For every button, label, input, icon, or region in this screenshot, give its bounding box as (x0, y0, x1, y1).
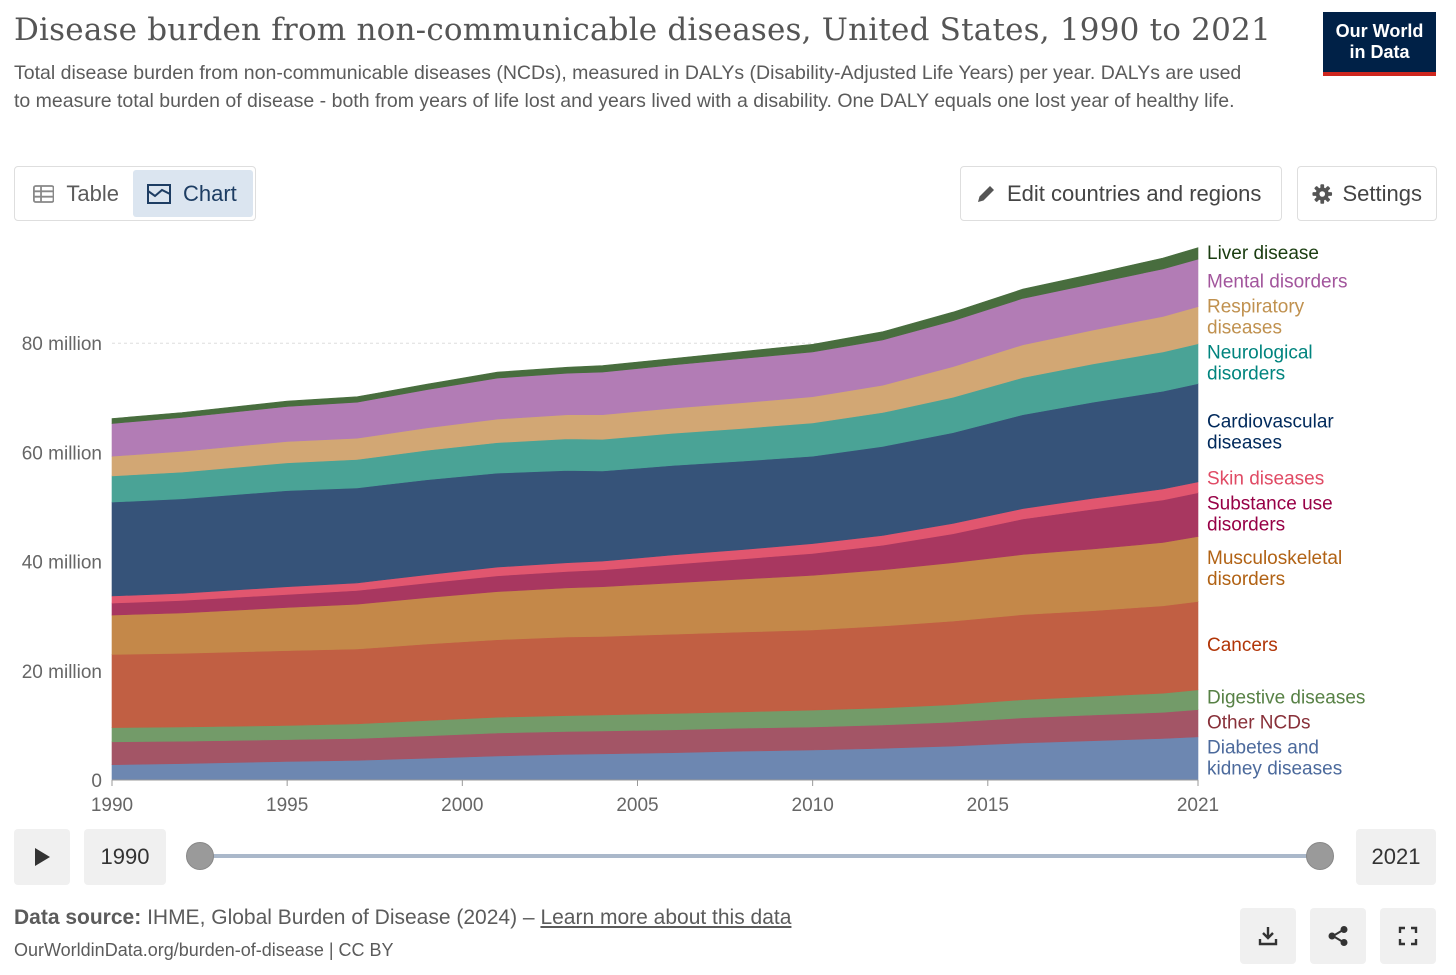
share-button[interactable] (1310, 908, 1366, 964)
area-liver-disease[interactable] (111, 247, 1199, 424)
timeline-start-handle[interactable] (186, 842, 214, 870)
timeline-track[interactable] (200, 854, 1320, 858)
x-tick-label: 1995 (266, 795, 308, 816)
view-tabs: Table Chart (14, 166, 256, 221)
x-tick-label: 2005 (616, 795, 658, 816)
settings-label: Settings (1342, 180, 1423, 206)
series-label-mental-disorders[interactable]: Mental disorders (1207, 272, 1347, 293)
series-label-other-ncds[interactable]: Other NCDs (1207, 712, 1310, 733)
y-tick-label: 60 million (22, 443, 102, 464)
area-series (111, 247, 1199, 781)
tab-chart-label: Chart (183, 180, 237, 206)
logo-line2: in Data (1349, 42, 1410, 62)
series-label-substance-use-disorders[interactable]: Substance use disorders (1207, 494, 1333, 536)
chart-subtitle: Total disease burden from non-communicab… (14, 62, 1242, 112)
source-url: OurWorldinData.org/burden-of-disease | C… (14, 940, 394, 960)
table-icon (33, 184, 55, 203)
play-button[interactable] (14, 829, 70, 885)
x-tick-label: 2015 (967, 795, 1009, 816)
y-tick-label: 80 million (22, 334, 102, 355)
x-tick-label: 2000 (441, 795, 483, 816)
series-label-skin-diseases[interactable]: Skin diseases (1207, 469, 1324, 490)
tab-table[interactable]: Table (19, 170, 133, 217)
series-label-liver-disease[interactable]: Liver disease (1207, 243, 1319, 264)
timeline-start-year[interactable]: 1990 (84, 829, 166, 885)
play-icon (35, 848, 50, 866)
series-label-diabetes-and-kidney-diseases[interactable]: Diabetes and kidney diseases (1207, 737, 1342, 779)
timeline-end-year[interactable]: 2021 (1356, 829, 1436, 885)
stacked-area-chart: 0 20 million 40 million 60 million 80 millio… (22, 243, 1366, 816)
series-label-digestive-diseases[interactable]: Digestive diseases (1207, 687, 1365, 708)
x-tick-label: 2021 (1177, 795, 1219, 816)
download-icon (1258, 927, 1278, 946)
chart-icon (147, 183, 171, 204)
series-label-cancers[interactable]: Cancers (1207, 635, 1278, 656)
learn-more-link[interactable]: Learn more about this data (540, 906, 792, 929)
settings-button[interactable]: Settings (1297, 166, 1437, 221)
share-icon (1328, 926, 1348, 946)
download-button[interactable] (1240, 908, 1296, 964)
edit-countries-label: Edit countries and regions (1007, 180, 1262, 206)
source-text: IHME, Global Burden of Disease (2024) – (147, 906, 535, 929)
edit-countries-button[interactable]: Edit countries and regions (960, 166, 1282, 221)
chart-title: Disease burden from non-communicable dis… (14, 12, 1271, 48)
logo-line1: Our World (1335, 21, 1424, 41)
series-label-neurological-disorders[interactable]: Neurological disorders (1207, 343, 1313, 385)
y-tick-label: 0 (91, 771, 102, 792)
tab-table-label: Table (66, 180, 119, 206)
fullscreen-icon (1398, 926, 1418, 946)
gear-icon (1312, 183, 1333, 204)
axes: 0 20 million 40 million 60 million 80 millio… (22, 334, 1219, 816)
owid-logo[interactable]: Our World in Data (1323, 12, 1436, 76)
series-labels: Diabetes and kidney diseases Other NCDs Dig… (1207, 243, 1365, 780)
pencil-icon (978, 185, 994, 202)
series-label-cardiovascular-diseases[interactable]: Cardiovascular diseases (1207, 412, 1334, 454)
x-tick-label: 1990 (91, 795, 133, 816)
fullscreen-button[interactable] (1380, 908, 1436, 964)
series-label-respiratory-diseases[interactable]: Respiratory diseases (1207, 297, 1305, 339)
series-label-musculoskeletal-disorders[interactable]: Musculoskeletal disorders (1207, 548, 1342, 590)
y-tick-label: 20 million (22, 662, 102, 683)
y-tick-label: 40 million (22, 553, 102, 574)
data-source: Data source: IHME, Global Burden of Dise… (14, 906, 791, 930)
timeline-end-handle[interactable] (1306, 842, 1334, 870)
x-tick-label: 2010 (792, 795, 834, 816)
tab-chart[interactable]: Chart (133, 170, 253, 217)
source-prefix: Data source: (14, 906, 142, 929)
